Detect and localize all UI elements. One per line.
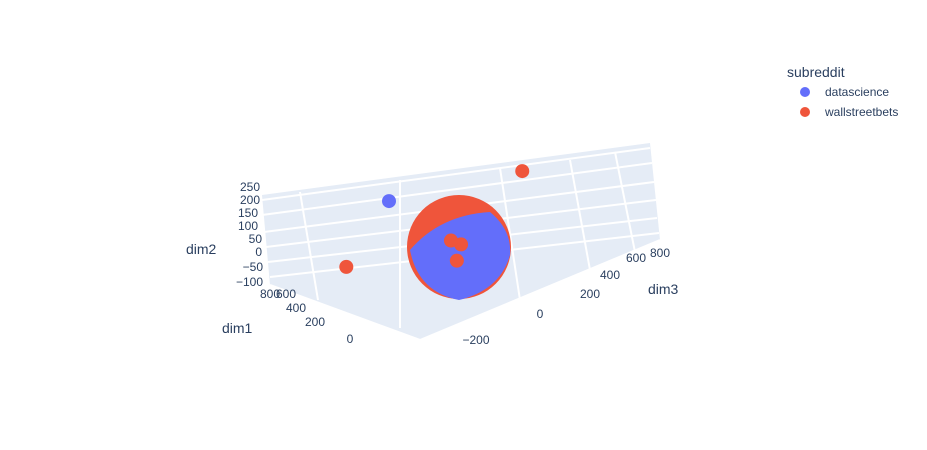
- grid-line: [269, 284, 421, 341]
- dim3-tick-label: 600: [626, 251, 646, 265]
- legend-item-wallstreetbets[interactable]: wallstreetbets: [800, 105, 898, 119]
- dim1-tick-label: 200: [305, 315, 325, 329]
- wallstreetbets-point[interactable]: [515, 164, 530, 179]
- legend-marker-wallstreetbets: [800, 107, 810, 117]
- legend-marker-datascience: [800, 87, 810, 97]
- grid-line: [261, 147, 651, 201]
- grid-line: [299, 191, 319, 301]
- dim2-axis-title: dim2: [186, 241, 217, 257]
- dim3-tick-label: 400: [600, 268, 620, 282]
- dim3-tick-label: 800: [650, 246, 670, 260]
- grid-line: [261, 162, 653, 216]
- wallstreetbets-point[interactable]: [449, 253, 464, 268]
- dim2-tick-label: 0: [255, 245, 262, 259]
- dim3-tick-label: −200: [462, 333, 489, 347]
- dim2-tick-label: −100: [236, 275, 263, 289]
- dim2-tick-label: 250: [240, 180, 260, 194]
- dim2-tick-label: 100: [238, 219, 258, 233]
- grid-line: [614, 151, 636, 253]
- legend-label-datascience: datascience: [825, 85, 889, 99]
- grid-line: [499, 167, 521, 301]
- data-points: [339, 164, 530, 274]
- dim2-tick-label: 200: [240, 193, 260, 207]
- dim1-tick-label: 400: [286, 301, 306, 315]
- legend-label-wallstreetbets: wallstreetbets: [824, 105, 898, 119]
- grid-lines: [261, 147, 661, 341]
- dim3-tick-label: 0: [537, 307, 544, 321]
- legend-title: subreddit: [787, 64, 845, 80]
- dim2-tick-label: 50: [249, 232, 263, 246]
- legend: subreddit datascience wallstreetbets: [787, 64, 898, 119]
- wallstreetbets-point[interactable]: [443, 233, 458, 248]
- dim3-tick-label: 200: [580, 287, 600, 301]
- wallstreetbets-point[interactable]: [339, 259, 354, 274]
- dim2-tick-label: 150: [238, 206, 258, 220]
- dim1-tick-label: 0: [347, 332, 354, 346]
- dim1-tick-label: 800: [260, 287, 280, 301]
- datascience-point[interactable]: [382, 194, 396, 209]
- dim1-tick-label: 600: [276, 287, 296, 301]
- dim1-axis-title: dim1: [222, 320, 253, 336]
- grid-line: [419, 239, 661, 341]
- dim2-tick-label: −50: [243, 260, 264, 274]
- dim3-axis-title: dim3: [648, 281, 679, 297]
- legend-item-datascience[interactable]: datascience: [800, 85, 889, 99]
- grid-line: [569, 159, 591, 271]
